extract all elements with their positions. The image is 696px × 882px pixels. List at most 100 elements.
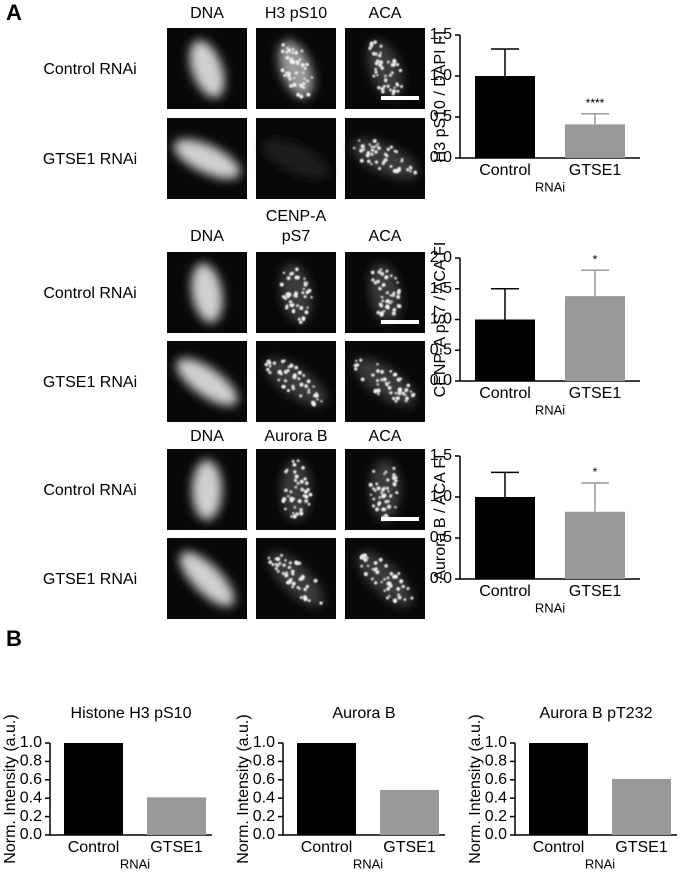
speckle [383, 158, 388, 162]
speckle [302, 374, 306, 377]
speckle [285, 292, 290, 297]
speckle [359, 158, 364, 163]
speckle [297, 499, 302, 504]
speckle [302, 287, 305, 291]
micrograph [167, 538, 247, 619]
bar [64, 743, 123, 835]
bar [475, 319, 535, 381]
speckle [378, 53, 382, 58]
bar [565, 124, 625, 158]
speckle [375, 507, 379, 512]
speckle [280, 372, 283, 376]
speckle [280, 49, 285, 54]
signal-haze [281, 460, 311, 520]
speckle [295, 267, 299, 272]
chromatin [189, 40, 225, 98]
speckle [409, 390, 413, 393]
speckle [386, 84, 390, 88]
speckle [307, 388, 311, 392]
speckle [295, 295, 298, 298]
speckle [294, 474, 299, 479]
y-axis-label: Aurora B / ACA FI [432, 454, 449, 580]
speckle [375, 482, 379, 486]
speckle [396, 587, 401, 591]
speckle [382, 84, 386, 88]
micrograph [345, 449, 425, 530]
error-bar [491, 471, 519, 497]
speckle [393, 86, 396, 89]
speckle [268, 371, 272, 375]
speckle [380, 370, 385, 374]
speckle [389, 391, 393, 395]
speckle [397, 593, 400, 596]
column-label: ACA [369, 5, 402, 22]
speckle [378, 557, 383, 562]
speckle [374, 160, 379, 164]
speckle [371, 51, 376, 56]
speckle [377, 146, 381, 150]
speckle [285, 304, 289, 308]
speckle [394, 574, 399, 579]
x-tick-label: Control [479, 162, 531, 179]
speckle [396, 83, 400, 87]
x-axis-label: RNAi [535, 402, 565, 417]
speckle [299, 596, 303, 600]
speckle [294, 485, 298, 489]
speckle [374, 150, 378, 154]
speckle [289, 303, 293, 307]
speckle [401, 391, 406, 396]
bar [612, 778, 671, 835]
micrograph [256, 538, 336, 619]
speckle [289, 490, 293, 494]
speckle [390, 300, 393, 304]
speckle [412, 393, 416, 396]
speckle [380, 66, 384, 69]
speckle [319, 601, 323, 605]
speckle [307, 288, 312, 293]
speckle [306, 488, 310, 492]
speckle [373, 40, 377, 44]
speckle [380, 487, 385, 492]
speckle [400, 85, 404, 89]
speckle [274, 567, 278, 571]
speckle [285, 55, 290, 60]
speckle [271, 562, 275, 567]
speckle [299, 382, 304, 387]
speckle [297, 317, 301, 321]
speckle [291, 459, 295, 463]
y-tick-label: 0.0 [430, 570, 452, 587]
speckle [388, 73, 392, 77]
speckle [279, 282, 284, 287]
speckle [386, 576, 390, 580]
speckle [396, 294, 401, 299]
y-tick-label: 0.2 [253, 808, 275, 825]
chromatin [173, 139, 241, 179]
speckle [410, 596, 414, 600]
speckle [380, 86, 385, 91]
speckle [396, 291, 401, 295]
error-bar [491, 288, 519, 320]
speckle [310, 76, 314, 79]
speckle [300, 487, 305, 492]
speckle [385, 486, 389, 490]
significance: * [593, 252, 598, 266]
speckle [312, 402, 317, 407]
speckle [300, 63, 305, 68]
y-tick-label: 1.0 [253, 734, 275, 751]
x-tick-label: Control [68, 839, 120, 856]
speckle [389, 165, 393, 168]
speckle [376, 73, 379, 77]
speckle [398, 68, 403, 73]
y-tick-label: 1.5 [430, 447, 452, 464]
speckle [409, 170, 412, 173]
speckle [370, 577, 374, 581]
speckle [360, 556, 363, 560]
row-label: Control RNAi [43, 285, 136, 302]
speckle [313, 394, 317, 398]
speckle [289, 363, 294, 368]
row-label: GTSE1 RNAi [43, 374, 137, 391]
speckle [377, 86, 381, 90]
speckle [289, 84, 293, 88]
speckle [304, 490, 308, 494]
speckle [384, 74, 387, 78]
